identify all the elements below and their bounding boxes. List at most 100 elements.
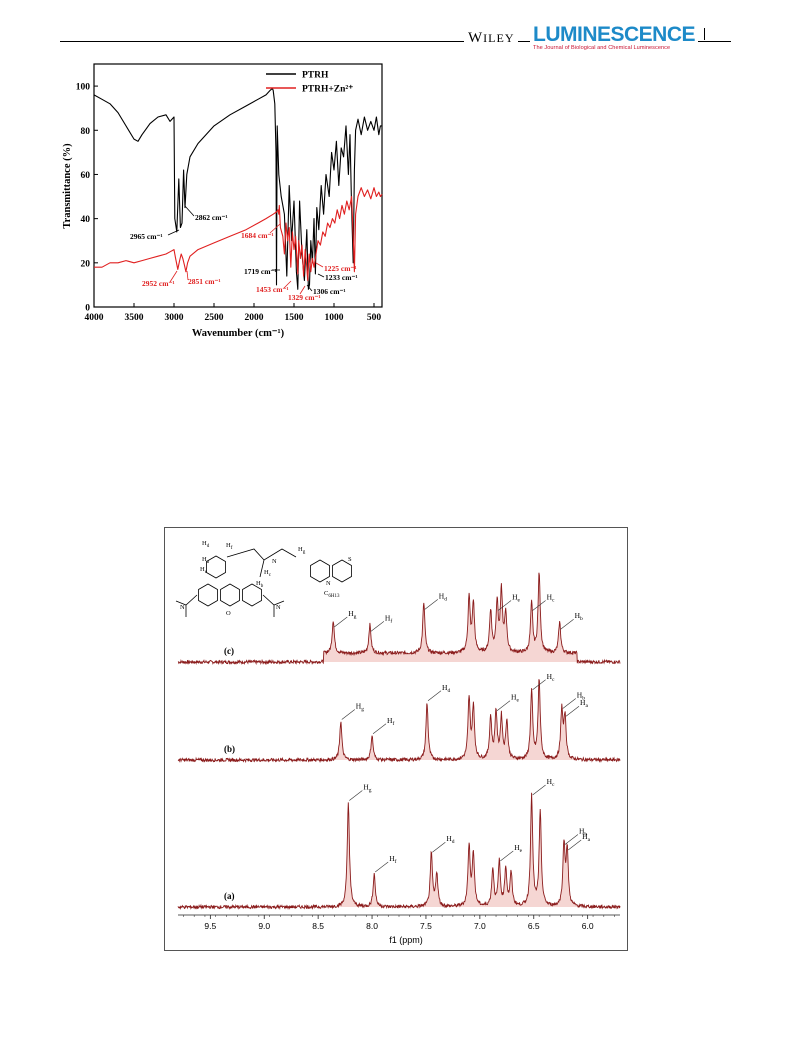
- nmr-peak-label: Hg: [348, 609, 356, 620]
- ftir-y-tick-label: 100: [76, 83, 91, 93]
- nmr-peak-label: Hg: [356, 702, 364, 713]
- header-rule: [60, 41, 731, 42]
- ftir-plot-frame: [93, 63, 383, 308]
- nmr-peak-leader: [341, 709, 355, 720]
- nmr-x-tick-label: 6.5: [528, 921, 540, 931]
- nmr-peak-leader: [496, 700, 511, 711]
- structure-bonds: [226, 548, 297, 578]
- nmr-x-tick-label: 9.5: [204, 921, 216, 931]
- nmr-peak-leader: [427, 690, 442, 702]
- structure-label: Ha: [202, 556, 210, 565]
- ftir-annotation-label: 2965 cm⁻¹: [130, 232, 163, 241]
- nmr-peak-leader: [497, 600, 512, 611]
- ftir-annotation-label: 1306 cm⁻¹: [313, 287, 346, 296]
- ftir-annotation-leader: [169, 270, 178, 283]
- structure-label: Hf: [226, 542, 233, 551]
- journal-title: LUMINESCENCE: [533, 23, 696, 46]
- page-marker: [704, 28, 705, 40]
- nmr-peak-label: Hg: [363, 783, 371, 794]
- ftir-x-tick-label: 1000: [325, 313, 344, 323]
- structure-label: He: [200, 566, 208, 575]
- structure-label: Hb: [256, 580, 264, 589]
- nmr-x-tick-label: 7.0: [474, 921, 486, 931]
- nmr-x-axis: 9.5 9.0 8.5 8.0 7.5 7.0 6.5 6.0: [178, 914, 620, 931]
- nmr-peak-label: Hc: [547, 777, 555, 788]
- nmr-peak-leader: [562, 698, 576, 709]
- nmr-peak-leader: [532, 679, 546, 691]
- nmr-spectrum-label: (a): [224, 891, 235, 901]
- ftir-x-axis-label: Wavenumber (cm⁻¹): [192, 328, 285, 339]
- nmr-frame: [164, 527, 628, 951]
- journal-logo: LUMINESCENCE The Journal of Biological a…: [530, 23, 699, 52]
- nmr-spectrum-label: (b): [224, 744, 235, 754]
- ftir-annotation-label: 1233 cm⁻¹: [325, 273, 358, 282]
- nmr-peak-label: Hb: [579, 827, 587, 838]
- nmr-x-tick-label: 6.0: [582, 921, 594, 931]
- nmr-x-tick-label: 8.0: [366, 921, 378, 931]
- ftir-annotation-label: 2952 cm⁻¹: [142, 279, 175, 288]
- nmr-peak-label: Hf: [385, 613, 392, 624]
- ftir-legend-label: PTRH+Zn²⁺: [302, 85, 353, 95]
- structure-ring: [242, 583, 262, 607]
- ftir-lines: [93, 87, 383, 290]
- ftir-series-line-1: [94, 187, 383, 282]
- nmr-peak-leader: [349, 790, 363, 801]
- ftir-annotation-label: 1684 cm⁻¹: [241, 231, 274, 240]
- ftir-annotation-leader: [283, 280, 292, 289]
- ftir-y-tick-label: 60: [81, 171, 91, 181]
- nmr-spectrum-line: [177, 792, 621, 911]
- nmr-peak-label: Hd: [439, 591, 447, 602]
- nmr-spectrum-line: [177, 572, 621, 666]
- nmr-x-tick-label: 7.5: [420, 921, 432, 931]
- ftir-annotation-leader: [186, 270, 189, 281]
- ftir-x-tick-label: 2500: [205, 313, 224, 323]
- structure-ring: [206, 555, 226, 579]
- ftir-annotation-leader: [306, 284, 313, 292]
- structure-n-label-right: N: [276, 604, 281, 611]
- structure-label: Hd: [202, 540, 210, 549]
- nmr-x-tick-label: 8.5: [312, 921, 324, 931]
- nmr-peak-leader: [334, 616, 348, 628]
- ftir-annotation-leader: [315, 262, 324, 268]
- ftir-y-tick-label: 20: [81, 259, 91, 269]
- ftir-annotation-leader: [184, 205, 195, 217]
- ftir-legend-label: PTRH: [302, 71, 329, 81]
- nmr-peak-label: He: [511, 693, 519, 704]
- ftir-annotation-leader: [317, 273, 325, 278]
- structure-s-label: S: [348, 556, 352, 563]
- structure-label: Hg: [298, 546, 306, 555]
- nmr-peak-label: Hd: [446, 834, 454, 845]
- ftir-x-tick-label: 4000: [85, 313, 104, 323]
- ftir-annotations: 2965 cm⁻¹ 2862 cm⁻¹ 1719 cm⁻¹ 1233 cm⁻¹ 1306…: [130, 205, 358, 302]
- ftir-y-tick-label: 80: [81, 127, 91, 137]
- ftir-annotation-label: 1453 cm⁻¹: [256, 285, 289, 294]
- ftir-annotation-leader: [299, 285, 306, 295]
- ftir-y-axis-label: Transmittance (%): [62, 143, 73, 229]
- nmr-peak-leader: [372, 723, 387, 735]
- nmr-peak-label: Hc: [547, 672, 555, 683]
- ftir-annotation-label: 1225 cm⁻¹: [324, 264, 357, 273]
- nmr-peak-leader: [565, 705, 580, 717]
- nmr-spectrum-fill: [178, 572, 620, 664]
- publisher-name: WILEY: [464, 30, 518, 47]
- nmr-peak-label: Hb: [577, 691, 585, 702]
- structure-n-label-ring: N: [326, 580, 331, 587]
- nmr-spectrum-line: [177, 679, 621, 764]
- ftir-x-tick-label: 2000: [245, 313, 264, 323]
- ftir-x-tick-label: 3500: [125, 313, 144, 323]
- ftir-x-tick-label: 1500: [285, 313, 304, 323]
- nmr-peak-label: Ha: [582, 832, 590, 843]
- ftir-series-line-0: [93, 87, 382, 290]
- nmr-spectrum-label: (c): [224, 646, 234, 656]
- nmr-peak-leader: [370, 621, 385, 632]
- structure-ethyl-bonds: [175, 594, 285, 617]
- ftir-annotation-leader: [269, 223, 281, 234]
- nmr-peak-label: He: [512, 593, 520, 604]
- structure-label: O: [226, 610, 231, 617]
